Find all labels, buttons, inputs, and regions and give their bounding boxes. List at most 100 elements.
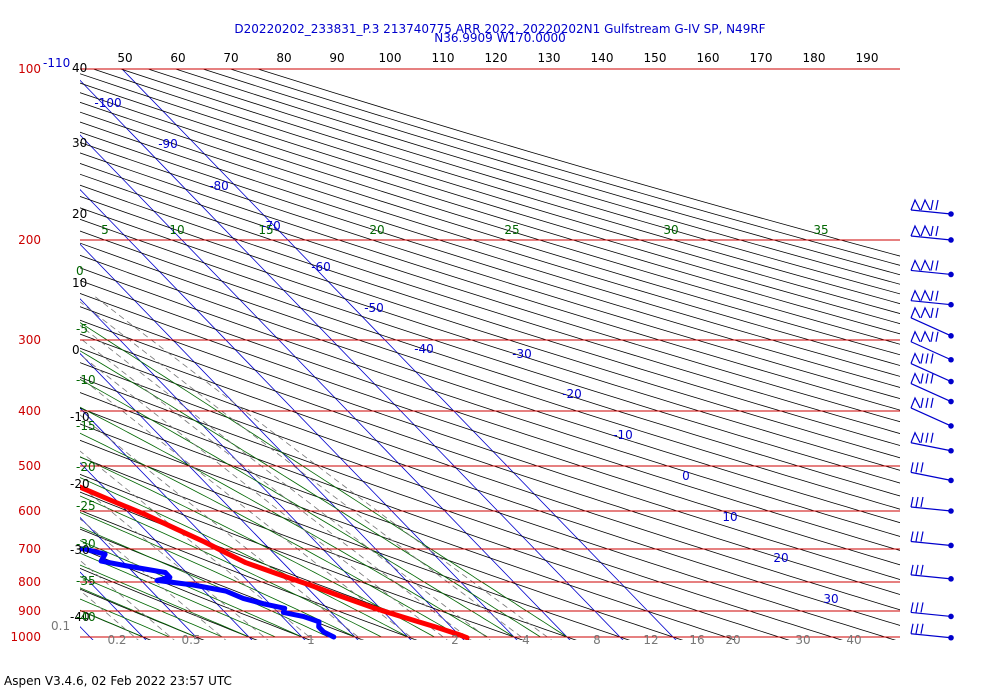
moist-adiabat-line	[80, 511, 356, 638]
moist-adiabat-label: 20	[369, 223, 384, 237]
theta-top-label: 120	[485, 51, 508, 65]
moist-adiabat-line	[80, 587, 197, 638]
dry-adiabat-left-label: 40	[72, 61, 87, 75]
wind-barb-feather	[935, 225, 939, 237]
dry-adiabat-line	[80, 111, 900, 366]
wind-barb-flag	[920, 330, 931, 343]
moist-adiabat-line	[80, 406, 488, 638]
dry-adiabat-left-label: 20	[72, 207, 87, 221]
dry-adiabat-line	[202, 68, 900, 276]
sounding-profiles	[80, 484, 470, 640]
wind-barb	[910, 306, 954, 339]
theta-top-label: 160	[697, 51, 720, 65]
dewpoint-profile	[80, 546, 337, 640]
wind-barb-feather	[920, 353, 924, 364]
theta-top-label: 180	[803, 51, 826, 65]
mixing-ratio-line	[80, 301, 527, 640]
moist-adiabat-label: 5	[101, 223, 109, 237]
wind-barb-feather	[910, 602, 914, 613]
isotherm-line	[80, 462, 253, 640]
wind-barb	[910, 330, 954, 363]
moist-adiabat-left-label: -30	[76, 537, 96, 551]
wind-barb-shaft	[910, 317, 952, 337]
mixing-ratio-line	[80, 354, 448, 640]
moist-adiabat-left-label: -15	[76, 419, 96, 433]
wind-barb-flag	[910, 372, 921, 384]
mixing-ratio-line	[80, 376, 416, 640]
dry-adiabat-left-label: -40	[70, 610, 90, 624]
wind-barb-flag	[920, 289, 931, 301]
dry-adiabat-line	[80, 92, 900, 345]
theta-top-label: 150	[644, 51, 667, 65]
moist-adiabat-left-label: -20	[76, 460, 96, 474]
moist-adiabat-line	[80, 564, 250, 638]
wind-barb-feather	[910, 564, 914, 575]
wind-barb-feather	[925, 373, 929, 384]
moist-adiabat-label: 35	[813, 223, 828, 237]
wind-barb-shaft	[910, 362, 952, 383]
wind-barb-flag	[920, 224, 931, 237]
isotherm-line	[80, 243, 465, 640]
wind-barb-feather	[915, 496, 919, 508]
wind-barb-flag	[910, 352, 921, 364]
wind-barb	[910, 258, 954, 278]
isotherm-line	[80, 79, 624, 640]
moist-adiabat-label: 10	[169, 223, 184, 237]
wind-barb-feather	[910, 462, 914, 473]
dry-adiabat-left-label: 30	[72, 136, 87, 150]
wind-barb	[910, 623, 954, 641]
theta-top-label: 50	[117, 51, 132, 65]
wind-barb-shaft	[910, 209, 952, 215]
diagram-grid	[80, 68, 900, 640]
dry-adiabat-line	[80, 347, 900, 626]
wind-barb-shaft	[910, 611, 952, 618]
moist-adiabat-line	[80, 552, 276, 638]
wind-barb-feather	[925, 397, 929, 409]
moist-adiabat-line	[80, 456, 435, 638]
wind-barb-feather	[920, 373, 924, 384]
moist-adiabat-line	[80, 598, 170, 638]
moist-adiabat-left-label: -35	[76, 574, 96, 588]
isotherm-label: 20	[773, 551, 788, 565]
moist-adiabat-line	[80, 378, 515, 638]
wind-barb-feather	[930, 331, 934, 342]
moist-adiabat-left-label: -10	[76, 373, 96, 387]
isotherm-label: 0	[682, 469, 690, 483]
pressure-label: 800	[18, 575, 41, 589]
dry-adiabat-line	[80, 101, 900, 356]
wind-barb-feather	[920, 462, 924, 473]
isotherm-line	[80, 516, 200, 640]
moist-adiabat-line	[80, 576, 223, 638]
wind-barb-station	[948, 333, 954, 339]
chart-title-line2: N36.9909 W170.0000	[434, 31, 566, 45]
moist-adiabat-line	[80, 477, 409, 638]
dry-adiabat-line	[80, 567, 258, 640]
wind-barb-station	[948, 477, 954, 484]
theta-top-label: 110	[432, 51, 455, 65]
wind-barb	[910, 198, 954, 217]
dry-adiabat-line	[80, 195, 900, 459]
wind-barb-feather	[930, 353, 934, 364]
isotherm-label: -10	[613, 428, 633, 442]
mixing-ratio-label: 0.1	[51, 619, 70, 633]
isotherm-label: -20	[562, 387, 582, 401]
isotherm-label: -90	[158, 137, 178, 151]
mixing-ratio-line	[80, 485, 269, 640]
dry-adiabat-line	[80, 242, 900, 510]
moist-adiabat-left-label: -40	[76, 610, 96, 624]
wind-barb-station	[948, 301, 954, 308]
dry-adiabat-line	[120, 68, 900, 305]
dry-adiabat-line	[80, 280, 900, 551]
dry-adiabat-line	[80, 407, 737, 640]
dry-adiabat-line	[80, 319, 900, 595]
wind-barb-feather	[930, 307, 934, 318]
wind-barb-feather	[930, 290, 934, 301]
wind-barb	[910, 496, 954, 514]
isotherm-label: -70	[261, 219, 281, 233]
pressure-label: 900	[18, 604, 41, 618]
mixing-ratio-bottom-label: 20	[725, 633, 740, 647]
wind-barb-feather	[925, 353, 929, 364]
wind-barb-shaft	[910, 442, 952, 452]
moist-adiabat-line	[80, 322, 568, 638]
